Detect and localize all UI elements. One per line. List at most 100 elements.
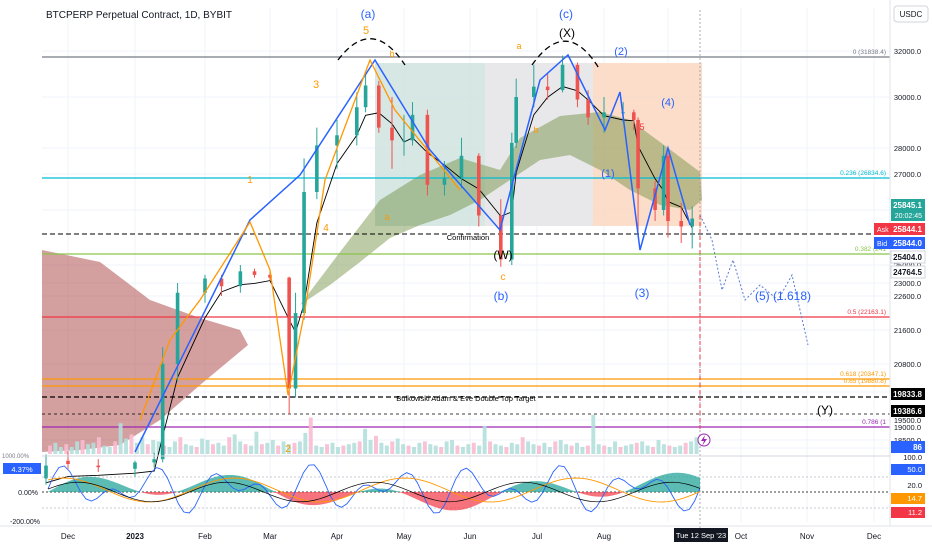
candle — [532, 64, 536, 108]
volume-bar — [613, 441, 617, 454]
osc-value-bg — [3, 463, 41, 474]
volume-bar — [69, 447, 74, 454]
osc-right-tag — [891, 464, 925, 475]
volume-bar — [75, 441, 80, 454]
volume-bar — [335, 447, 340, 454]
volume-bar — [232, 434, 237, 454]
volume-bar — [58, 447, 63, 454]
wave-label: 3 — [313, 79, 319, 91]
candle-body — [514, 97, 518, 143]
volume-bar — [450, 440, 454, 454]
lightning-icon-bolt — [701, 435, 707, 446]
candle — [575, 62, 580, 108]
time-tick: Aug — [597, 532, 611, 541]
wave-label: 2 — [285, 444, 291, 455]
candle-body — [152, 459, 156, 463]
candle — [510, 132, 514, 265]
wave-label: 1 — [247, 175, 253, 186]
volume-bar — [124, 438, 128, 454]
osc-zero-label: 0.00% — [18, 490, 38, 497]
volume-bar — [482, 426, 487, 454]
candle — [66, 451, 70, 469]
candle — [302, 158, 306, 320]
price-tag-bg — [890, 265, 926, 279]
wave-label: (Y) — [817, 403, 833, 417]
volume-bar — [488, 441, 493, 454]
wave-label: (1) — [601, 168, 614, 180]
candle-body — [238, 271, 243, 287]
candle-body — [560, 64, 565, 91]
volume-bar — [270, 440, 275, 454]
fib-label-0.786: 0.786 (1 — [862, 419, 886, 426]
volume-bar — [433, 445, 438, 454]
cloud-green — [262, 112, 702, 320]
volume-bar — [200, 438, 205, 454]
volume-bar — [292, 442, 297, 454]
osc-min-label: -200.00% — [10, 519, 40, 526]
price-tag-timer: 20:02:45 — [895, 213, 922, 220]
time-tick: Apr — [331, 532, 344, 541]
confirmation-annotation: Confirmation — [447, 233, 490, 242]
price-tick: 30000.0 — [894, 93, 921, 102]
volume-bar — [428, 444, 433, 454]
wave-orange-path — [139, 58, 461, 421]
volume-bar — [357, 441, 362, 454]
wave-blue-path — [134, 53, 691, 453]
volume-bar — [297, 441, 302, 454]
volume-bar — [689, 441, 694, 454]
time-tick: 2023 — [126, 532, 144, 541]
candle — [152, 452, 156, 468]
candle-body — [315, 145, 319, 192]
osc-right-label: 11.2 — [908, 508, 922, 517]
volume-bar — [172, 441, 177, 454]
volume-bar — [145, 444, 150, 454]
candle-body — [44, 465, 48, 479]
price-tick: 21600.0 — [894, 326, 921, 335]
volume-bar — [667, 445, 672, 454]
candle-body — [335, 135, 339, 146]
currency-button[interactable] — [893, 5, 929, 23]
volume-bar — [477, 445, 482, 454]
wave-label: 5 — [639, 122, 644, 132]
price-tag-ask — [874, 223, 925, 235]
price-tag-value: 25845.1 — [893, 201, 922, 210]
candle — [252, 268, 257, 278]
wave-label: 5 — [363, 25, 369, 37]
lightning-icon[interactable] — [697, 433, 711, 447]
candle-body — [477, 155, 481, 216]
wave-label: (5) (1.618) — [755, 289, 811, 303]
volume-bar — [48, 445, 52, 454]
volume-bar — [303, 433, 308, 454]
volume-bar — [651, 447, 656, 454]
candle-body — [268, 274, 272, 278]
volume-bar — [569, 445, 574, 454]
wave-label: (X) — [559, 26, 575, 40]
candle-body — [632, 112, 636, 120]
volume-bar — [113, 441, 118, 454]
volume-bar — [471, 442, 476, 454]
volume-bar — [86, 444, 90, 454]
wave-label: (4) — [661, 97, 674, 109]
candle — [632, 109, 636, 131]
osc-right-label: 14.7 — [907, 494, 922, 503]
volume-bar — [537, 445, 541, 454]
volume-bar — [460, 447, 465, 454]
volume-bar — [629, 444, 634, 454]
volume-bar — [102, 445, 107, 454]
candle-body — [679, 221, 683, 227]
osc-right-tag — [891, 507, 925, 518]
candle-body — [133, 462, 137, 469]
price-tag-value: 19386.6 — [893, 407, 922, 416]
volume-bar — [504, 447, 509, 454]
crosshair-date-bg — [674, 528, 728, 542]
volume-bar — [515, 444, 520, 454]
projection-path — [699, 214, 809, 346]
candle — [410, 102, 415, 146]
volume-bar — [591, 414, 596, 454]
price-tick: 32000.0 — [894, 47, 921, 56]
volume-bar — [412, 447, 416, 454]
candle-body — [575, 64, 580, 100]
volume-bar — [547, 447, 552, 454]
